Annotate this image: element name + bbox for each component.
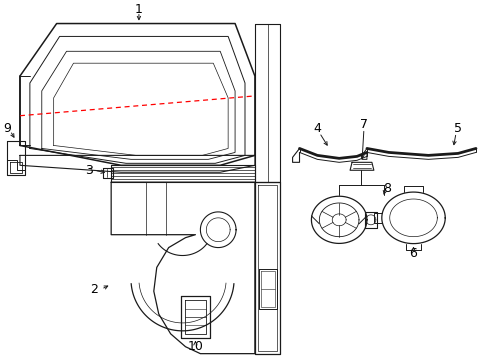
Text: 1: 1 bbox=[135, 3, 142, 16]
Text: 2: 2 bbox=[90, 283, 98, 296]
Text: 5: 5 bbox=[453, 122, 461, 135]
Text: 3: 3 bbox=[85, 164, 93, 177]
Text: 7: 7 bbox=[359, 118, 367, 131]
Text: 6: 6 bbox=[409, 247, 417, 260]
Text: 8: 8 bbox=[382, 181, 390, 195]
Text: 9: 9 bbox=[3, 122, 11, 135]
Text: 4: 4 bbox=[313, 122, 321, 135]
Text: 10: 10 bbox=[187, 340, 203, 353]
